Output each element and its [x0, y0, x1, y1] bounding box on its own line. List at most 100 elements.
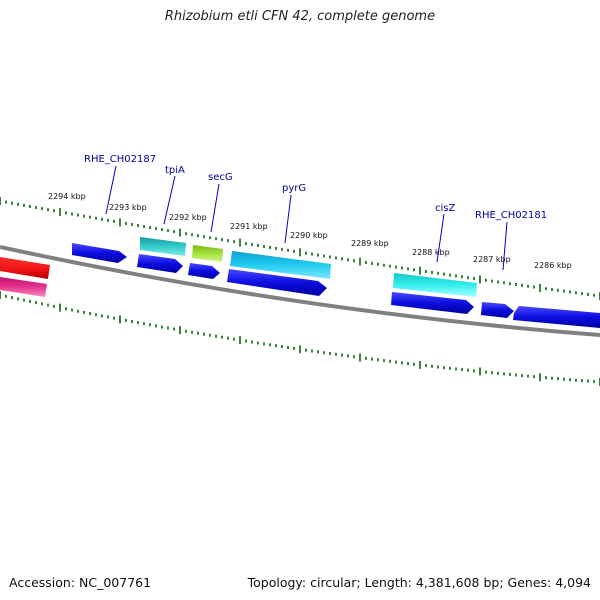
lower-minor-tick [227, 336, 229, 340]
upper-minor-tick [437, 271, 439, 275]
lower-minor-tick [209, 333, 211, 337]
lower-minor-tick [497, 371, 499, 375]
lower-major-tick [539, 373, 541, 382]
lower-minor-tick [131, 320, 133, 323]
upper-minor-tick [83, 214, 85, 218]
leader-rhe-ch02181 [502, 221, 508, 271]
upper-minor-tick [209, 236, 211, 240]
upper-minor-tick [491, 279, 493, 283]
upper-minor-tick [137, 224, 139, 227]
lower-minor-tick [173, 327, 175, 331]
gene-label-pyrg[interactable]: pyrG [282, 183, 306, 194]
upper-minor-tick [245, 242, 247, 246]
gene-label-rhe-ch02181[interactable]: RHE_CH02181 [475, 210, 547, 221]
cds-blue-6[interactable] [513, 306, 600, 328]
lower-minor-tick [95, 313, 97, 317]
lower-minor-tick [83, 310, 85, 314]
gene-label-cisz[interactable]: cisZ [435, 203, 455, 214]
cds-blue-5[interactable] [481, 302, 514, 318]
upper-minor-tick [143, 225, 145, 228]
lower-minor-tick [587, 379, 589, 383]
lower-minor-tick [425, 364, 427, 368]
lower-minor-tick [11, 296, 13, 300]
lower-minor-tick [335, 352, 337, 356]
upper-minor-tick [365, 261, 367, 264]
upper-minor-tick [521, 283, 523, 287]
leader-rhe-ch02187 [105, 165, 117, 215]
upper-minor-tick [257, 244, 259, 247]
upper-minor-tick [275, 246, 277, 250]
upper-minor-tick [185, 232, 187, 236]
kbp-label-2290: 2290 kbp [290, 231, 328, 240]
lower-major-tick [299, 345, 301, 354]
upper-minor-tick [341, 257, 343, 261]
lower-minor-tick [407, 362, 409, 365]
lower-minor-tick [137, 321, 139, 325]
upper-minor-tick [317, 253, 319, 257]
upper-minor-tick [203, 235, 205, 239]
upper-minor-tick [473, 277, 475, 280]
lower-minor-tick [515, 373, 517, 377]
upper-minor-tick [191, 233, 193, 237]
kbp-label-2291: 2291 kbp [230, 222, 268, 231]
kbp-label-2294: 2294 kbp [48, 192, 86, 201]
upper-minor-tick [581, 292, 583, 296]
upper-minor-tick [95, 216, 97, 220]
lower-minor-tick [245, 339, 247, 343]
accession-text: Accession: NC_007761 [9, 575, 152, 590]
lower-minor-tick [461, 368, 463, 372]
upper-minor-tick [71, 212, 73, 216]
lower-minor-tick [575, 378, 577, 382]
upper-minor-tick [125, 221, 127, 225]
gene-label-rhe-ch02187[interactable]: RHE_CH02187 [84, 154, 156, 165]
cds-rhe-ch02187[interactable] [72, 243, 127, 263]
cds-pyrg[interactable] [230, 251, 331, 279]
cds-blue-2[interactable] [188, 263, 220, 279]
lower-major-tick [59, 303, 61, 312]
upper-major-tick [239, 238, 241, 247]
lower-minor-tick [23, 298, 25, 302]
lower-minor-tick [113, 316, 115, 320]
cds-red-partial[interactable] [0, 257, 50, 279]
lower-minor-tick [155, 324, 157, 328]
lower-minor-tick [455, 367, 457, 371]
lower-minor-tick [377, 358, 379, 362]
lower-minor-tick [41, 302, 43, 306]
cds-cisz[interactable] [393, 273, 477, 297]
lower-minor-tick [371, 357, 373, 361]
upper-minor-tick [335, 256, 337, 260]
lower-minor-tick [443, 366, 445, 370]
upper-minor-tick [17, 202, 19, 206]
cds-blue-3[interactable] [227, 269, 327, 296]
lower-minor-tick [161, 325, 163, 329]
cds-secg[interactable] [192, 245, 223, 262]
upper-minor-tick [587, 292, 589, 296]
upper-minor-tick [347, 258, 349, 262]
upper-minor-tick [173, 230, 175, 234]
upper-major-tick [0, 197, 1, 205]
lower-minor-tick [281, 345, 283, 349]
lower-minor-tick [203, 332, 205, 336]
lower-minor-tick [35, 301, 37, 305]
upper-minor-tick [161, 228, 163, 232]
upper-minor-tick [107, 218, 109, 222]
upper-minor-tick [425, 270, 427, 273]
upper-minor-tick [215, 237, 217, 241]
gene-label-tpia[interactable]: tpiA [165, 165, 185, 176]
upper-minor-tick [407, 267, 409, 271]
lower-minor-tick [317, 350, 319, 354]
cds-tpia[interactable] [140, 237, 186, 256]
gene-label-secg[interactable]: secG [208, 172, 233, 183]
upper-minor-tick [77, 213, 79, 217]
lower-minor-tick [167, 326, 169, 330]
upper-minor-tick [551, 288, 553, 291]
lower-major-tick [119, 315, 121, 324]
upper-minor-tick [287, 248, 289, 252]
lower-minor-tick [77, 309, 79, 313]
upper-minor-tick [389, 264, 391, 268]
upper-minor-tick [593, 293, 595, 297]
cds-pink-partial[interactable] [0, 277, 47, 297]
lower-minor-tick [269, 343, 271, 347]
cds-blue-4[interactable] [391, 292, 474, 314]
cds-blue-1[interactable] [137, 254, 183, 273]
